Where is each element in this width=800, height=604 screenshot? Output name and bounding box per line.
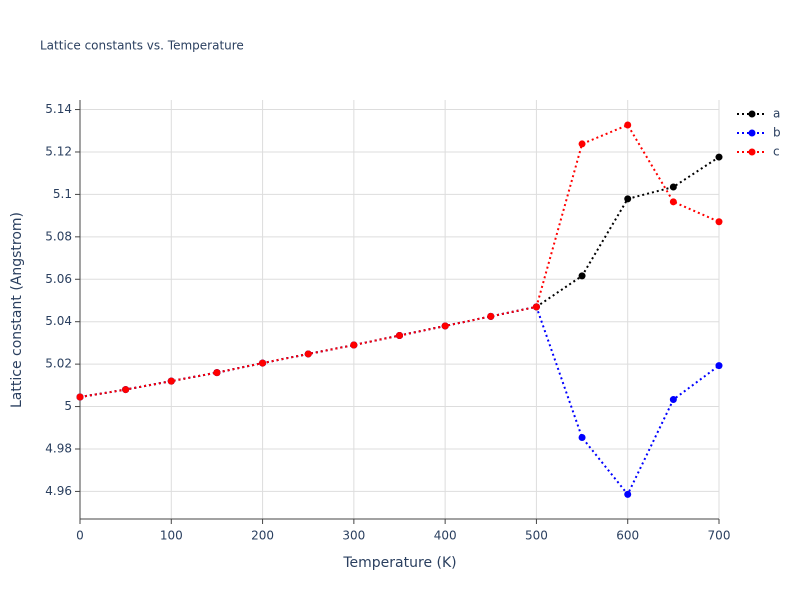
legend-marker bbox=[748, 148, 756, 156]
legend-label: c bbox=[773, 145, 780, 159]
data-point bbox=[350, 341, 358, 349]
x-tick-label: 400 bbox=[434, 529, 457, 543]
legend-marker bbox=[748, 110, 756, 118]
data-point bbox=[715, 362, 723, 370]
data-point bbox=[669, 183, 677, 191]
data-point bbox=[167, 377, 175, 385]
x-tick-label: 700 bbox=[708, 529, 731, 543]
data-point bbox=[122, 386, 130, 394]
data-point bbox=[578, 434, 586, 442]
x-tick-label: 600 bbox=[616, 529, 639, 543]
data-point bbox=[624, 195, 632, 203]
data-point bbox=[669, 396, 677, 404]
y-tick-label: 5.04 bbox=[45, 314, 72, 328]
data-point bbox=[715, 218, 723, 226]
data-point bbox=[715, 153, 723, 161]
y-tick-label: 5.14 bbox=[45, 102, 72, 116]
y-tick-label: 5 bbox=[64, 399, 72, 413]
legend-label: b bbox=[773, 126, 781, 140]
y-tick-label: 5.1 bbox=[53, 187, 72, 201]
x-tick-label: 0 bbox=[76, 529, 84, 543]
x-tick-label: 200 bbox=[251, 529, 274, 543]
grid bbox=[75, 100, 720, 524]
data-point bbox=[76, 393, 84, 401]
data-point bbox=[624, 121, 632, 129]
x-tick-label: 500 bbox=[525, 529, 548, 543]
x-tick-label: 100 bbox=[160, 529, 183, 543]
data-point bbox=[396, 331, 403, 339]
y-tick-label: 5.06 bbox=[45, 272, 72, 286]
legend-label: a bbox=[773, 107, 780, 121]
data-point bbox=[624, 490, 632, 498]
data-point bbox=[487, 312, 495, 320]
data-point bbox=[578, 140, 586, 148]
data-point bbox=[213, 369, 221, 377]
x-tick-label: 300 bbox=[342, 529, 365, 543]
y-tick-label: 4.98 bbox=[45, 441, 72, 455]
y-tick-label: 4.96 bbox=[45, 484, 72, 498]
data-point bbox=[441, 322, 449, 330]
y-tick-label: 5.02 bbox=[45, 357, 72, 371]
data-point bbox=[532, 303, 540, 311]
data-point bbox=[304, 350, 312, 358]
y-tick-label: 5.08 bbox=[45, 229, 72, 243]
x-axis-title: Temperature (K) bbox=[342, 555, 456, 571]
y-tick-label: 5.12 bbox=[45, 144, 72, 158]
legend: abc bbox=[737, 107, 781, 159]
chart-title: Lattice constants vs. Temperature bbox=[40, 39, 244, 53]
data-point bbox=[578, 272, 586, 280]
data-point bbox=[669, 198, 677, 206]
legend-marker bbox=[748, 129, 756, 137]
plot-area bbox=[76, 121, 723, 498]
data-point bbox=[259, 359, 267, 367]
y-axis-title: Lattice constant (Angstrom) bbox=[9, 212, 25, 408]
